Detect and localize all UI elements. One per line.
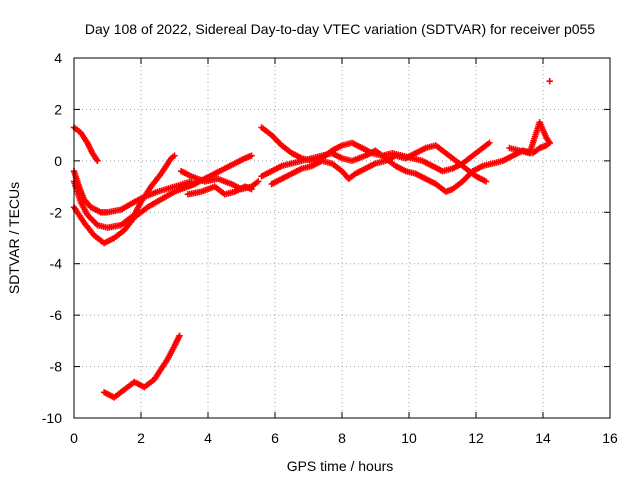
y-tick-label: -10 (42, 410, 62, 426)
y-tick-label: -2 (50, 204, 63, 220)
y-tick-labels: 4 2 0 -2 -4 -6 -8 -10 (42, 50, 62, 426)
y-axis-label: SDTVAR / TECUs (6, 182, 22, 294)
plot-frame (73, 57, 611, 419)
y-tick-label: 2 (54, 101, 62, 117)
series-track-b (70, 167, 195, 216)
data-point (486, 139, 493, 147)
x-axis-label: GPS time / hours (287, 458, 394, 474)
data-point (94, 157, 101, 165)
data-point (546, 77, 553, 85)
data-point (255, 178, 262, 185)
data-point (482, 178, 490, 185)
data-point (248, 152, 255, 159)
series-track-l (506, 119, 553, 157)
y-tick-label: 4 (54, 50, 62, 66)
x-tick-label: 0 (70, 430, 78, 446)
chart-title: Day 108 of 2022, Sidereal Day-to-day VTE… (85, 21, 595, 37)
grid (74, 58, 610, 418)
series-track-f (181, 152, 255, 190)
series-track-h (178, 167, 262, 193)
x-tick-label: 4 (204, 430, 212, 446)
y-tick-label: -4 (50, 256, 63, 272)
series-track-a (70, 124, 101, 165)
y-tick-label: 0 (54, 153, 62, 169)
x-tick-label: 10 (401, 430, 417, 446)
y-tick-label: -6 (50, 307, 63, 323)
x-tick-label: 16 (602, 430, 618, 446)
x-tick-label: 8 (338, 430, 346, 446)
data-point (546, 139, 553, 147)
data-points (70, 77, 553, 401)
series-outlier (546, 77, 553, 85)
x-tick-label: 6 (271, 430, 279, 446)
y-tick-label: -8 (50, 359, 63, 375)
x-tick-label: 12 (468, 430, 484, 446)
data-point (176, 332, 183, 339)
series-track-e (100, 332, 183, 401)
x-tick-label: 14 (535, 430, 551, 446)
data-point (171, 152, 178, 159)
x-tick-label: 2 (137, 430, 145, 446)
axis-ticks (73, 57, 611, 419)
series-track-c (70, 152, 178, 231)
x-tick-labels: 0 2 4 6 8 10 12 14 16 (70, 430, 618, 446)
series-track-k (268, 142, 490, 188)
